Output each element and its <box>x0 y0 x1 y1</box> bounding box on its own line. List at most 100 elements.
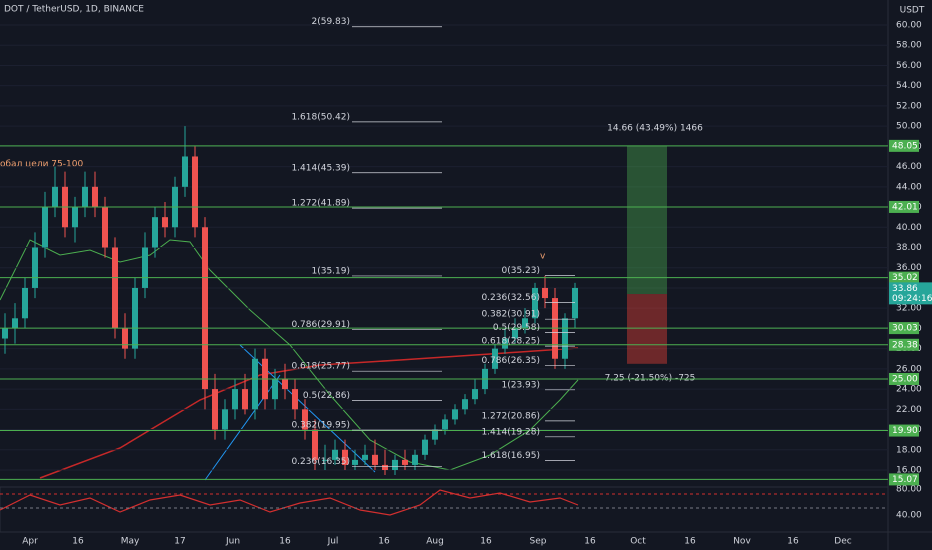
candle-body <box>102 207 108 248</box>
candle-body <box>132 287 138 349</box>
level-label: 19.90 <box>892 426 918 436</box>
y-tick-label: 26.00 <box>896 364 922 374</box>
candle-body <box>512 328 518 339</box>
fib-label: 0.236(32.56) <box>481 293 540 303</box>
oscillator-line <box>0 489 579 516</box>
y-tick-label: 60.00 <box>896 21 922 31</box>
candle-body <box>2 328 8 339</box>
x-tick-label: Oct <box>630 537 646 547</box>
candle-body <box>282 378 288 390</box>
candle-body <box>32 247 38 288</box>
x-tick-label: Aug <box>426 537 444 547</box>
price-badge <box>889 282 932 305</box>
x-tick-label: May <box>121 537 140 547</box>
level-label: 28.38 <box>892 340 918 350</box>
candle-body <box>152 217 158 248</box>
candle-body <box>272 378 278 400</box>
fib-label: 0.618(25.77) <box>291 362 350 372</box>
candle-body <box>202 227 208 390</box>
osc-tick-label: 80.00 <box>896 485 922 495</box>
level-label: 15.07 <box>892 475 918 485</box>
fib-label: 1(35.19) <box>311 266 350 276</box>
fib-label: 0.236(16.35) <box>291 457 350 467</box>
y-tick-label: 50.00 <box>896 122 922 132</box>
x-tick-label: 16 <box>787 537 799 547</box>
x-tick-label: 16 <box>584 537 596 547</box>
fib-label: 2(59.83) <box>311 17 350 27</box>
candle-body <box>212 389 218 430</box>
candle-body <box>542 287 548 299</box>
candle-body <box>472 389 478 400</box>
level-badge <box>889 200 919 213</box>
candle-body <box>222 409 228 430</box>
candle-body <box>302 409 308 430</box>
x-tick-label: 16 <box>279 537 291 547</box>
candle-body <box>122 328 128 349</box>
candle-body <box>242 389 248 410</box>
y-tick-label: 54.00 <box>896 81 922 91</box>
level-label: 35.02 <box>892 273 918 283</box>
level-badge <box>889 372 919 385</box>
fib-label: 0.5(22.86) <box>303 391 350 401</box>
candle-body <box>392 459 398 470</box>
candle-body <box>322 459 328 461</box>
profit-zone <box>627 145 667 295</box>
loss-label: 7.25 (-21.50%) -725 <box>605 373 696 383</box>
fib-label: 1.618(16.95) <box>481 451 540 461</box>
candle-body <box>402 459 408 465</box>
candle-body <box>382 464 388 470</box>
level-badge <box>889 139 919 152</box>
candle-body <box>532 287 538 319</box>
price-label: 33.86 <box>892 284 918 294</box>
candle-body <box>232 389 238 410</box>
x-tick-label: 16 <box>684 537 696 547</box>
candle-body <box>112 247 118 329</box>
y-tick-label: 58.00 <box>896 41 922 51</box>
candle-body <box>182 156 188 187</box>
level-badge <box>889 338 919 351</box>
y-tick-label: 22.00 <box>896 405 922 415</box>
moving-average <box>39 347 579 479</box>
osc-tick-label: 40.00 <box>896 511 922 521</box>
fib-label: 1(23.93) <box>501 380 540 390</box>
x-tick-label: 16 <box>378 537 390 547</box>
candle-body <box>522 318 528 329</box>
level-label: 25.00 <box>892 374 918 384</box>
loss-zone <box>627 294 667 364</box>
chart-title: DOT / TetherUSD, 1D, BINANCE <box>4 5 144 15</box>
candle-body <box>432 429 438 440</box>
x-tick-label: Jul <box>327 537 339 547</box>
candle-body <box>292 389 298 410</box>
timer-label: 09:24:16 <box>892 294 932 304</box>
candle-body <box>22 287 28 319</box>
y-tick-label: 52.00 <box>896 101 922 111</box>
annotation: v <box>540 252 546 262</box>
candle-body <box>362 454 368 460</box>
y-tick-label: 32.00 <box>896 304 922 314</box>
candle-body <box>562 318 568 359</box>
level-label: 42.01 <box>892 202 918 212</box>
candle-body <box>332 449 338 460</box>
fib-label: 0.786(26.35) <box>481 356 540 366</box>
fib-label: 0.618(28.25) <box>481 337 540 347</box>
fib-label: 1.272(41.89) <box>291 199 350 209</box>
candle-body <box>492 348 498 369</box>
x-tick-label: 16 <box>72 537 84 547</box>
moving-average <box>0 239 579 471</box>
fib-label: 1.272(20.86) <box>481 411 540 421</box>
candle-body <box>52 186 58 208</box>
y-tick-label: 16.00 <box>896 466 922 476</box>
y-tick-label: 38.00 <box>896 243 922 253</box>
level-badge <box>889 271 919 284</box>
candle-body <box>12 318 18 329</box>
x-tick-label: Jun <box>225 537 240 547</box>
profit-label: 14.66 (43.49%) 1466 <box>607 123 703 133</box>
candle-body <box>162 217 168 228</box>
candle-body <box>412 454 418 465</box>
level-badge <box>889 322 919 335</box>
candle-body <box>142 247 148 288</box>
x-tick-label: Sep <box>530 537 547 547</box>
x-tick-label: Nov <box>733 537 751 547</box>
y-tick-label: 40.00 <box>896 223 922 233</box>
